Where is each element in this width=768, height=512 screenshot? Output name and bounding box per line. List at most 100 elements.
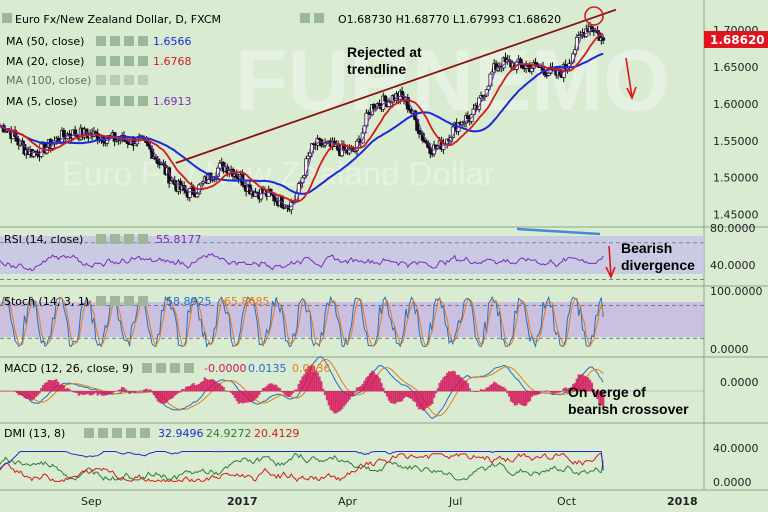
stoch-label: Stoch (14, 3, 1)	[4, 295, 89, 308]
header-toggle-button[interactable]	[2, 13, 12, 23]
macd-histogram-bar	[564, 387, 567, 392]
macd-histogram-bar	[23, 391, 26, 398]
macd-histogram-bar	[184, 386, 188, 392]
header-more-button[interactable]	[314, 13, 324, 23]
dmi-buttons[interactable]	[84, 428, 150, 438]
macd-histogram-bar	[310, 364, 314, 392]
macd-histogram-bar	[600, 391, 603, 406]
macd-histogram-bar	[586, 377, 590, 392]
macd-histogram-bar	[359, 386, 362, 392]
macd-histogram-bar	[502, 386, 505, 392]
stoch-buttons[interactable]	[96, 296, 148, 306]
macd-histogram-bar	[286, 391, 289, 397]
macd-histogram-bar	[410, 391, 413, 399]
macd-histogram-bar	[526, 391, 530, 403]
macd-axis-tick-label: 0.0000	[720, 376, 759, 389]
date-axis-tick-label: 2018	[667, 495, 698, 508]
macd-histogram-bar	[402, 391, 406, 399]
ma5-buttons[interactable]	[96, 96, 148, 106]
macd-histogram-bar	[325, 391, 329, 401]
macd-histogram-bar	[6, 391, 9, 392]
macd-histogram-bar	[209, 379, 212, 392]
macd-histogram-bar	[308, 365, 312, 392]
rsi-buttons[interactable]	[96, 234, 148, 244]
macd-histogram-bar	[560, 391, 564, 392]
macd-histogram-bar	[107, 391, 111, 395]
macd-histogram-bar	[28, 391, 32, 400]
macd-histogram-bar	[532, 391, 535, 396]
macd-histogram-bar	[169, 391, 173, 400]
macd-histogram-bar	[111, 391, 114, 393]
macd-histogram-bar	[17, 391, 20, 396]
macd-histogram-bar	[19, 391, 22, 396]
macd-histogram-bar	[583, 375, 586, 392]
macd-histogram-bar	[365, 377, 368, 392]
macd-histogram-bar	[346, 391, 349, 402]
macd-histogram-bar	[331, 391, 334, 412]
macd-histogram-bar	[10, 391, 13, 392]
macd-histogram-bar	[596, 391, 599, 400]
ma100-buttons[interactable]	[96, 75, 148, 85]
macd-histogram-bar	[269, 383, 272, 392]
macd-histogram-bar	[261, 388, 265, 392]
macd-histogram-bar	[94, 391, 98, 393]
macd-histogram-bar	[566, 388, 569, 392]
macd-histogram-bar	[301, 376, 304, 392]
macd-histogram-bar	[519, 391, 522, 405]
macd-histogram-bar	[293, 389, 297, 392]
rsi-divergence-line	[516, 227, 601, 236]
ma50-buttons[interactable]	[96, 36, 148, 46]
macd-buttons[interactable]	[142, 363, 194, 373]
ma50-line	[0, 52, 604, 195]
macd-histogram-bar	[288, 391, 291, 398]
rsi-axis-tick-label: 80.0000	[710, 222, 756, 235]
macd-histogram-bar	[79, 391, 83, 395]
macd-histogram-bar	[312, 365, 316, 392]
macd-histogram-bar	[508, 391, 511, 397]
macd-histogram-bar	[344, 391, 347, 405]
macd-histogram-bar	[368, 373, 372, 392]
ma20-buttons[interactable]	[96, 56, 148, 66]
macd-histogram-bar	[404, 391, 408, 397]
macd-histogram-bar	[134, 391, 137, 393]
macd-histogram-bar	[162, 391, 165, 404]
ma5-line	[0, 28, 604, 209]
macd-histogram-bar	[372, 371, 376, 392]
macd-histogram-bar	[126, 390, 129, 392]
macd-histogram-bar	[335, 391, 338, 414]
macd-histogram-bar	[154, 391, 158, 399]
macd-histogram-bar	[353, 391, 357, 393]
macd-histogram-bar	[506, 391, 509, 394]
macd-histogram-bar	[590, 382, 594, 392]
macd-histogram-bar	[432, 391, 436, 398]
rsi-pane	[0, 242, 704, 280]
macd-histogram-bar	[254, 391, 257, 399]
ma100-legend: MA (100, close)	[6, 74, 148, 87]
macd-histogram-bar	[305, 369, 308, 392]
macd-histogram-bar	[479, 389, 483, 392]
macd-histogram-bar	[459, 376, 462, 392]
macd-histogram-bar	[143, 389, 146, 392]
macd-histogram-bar	[400, 391, 404, 401]
watermark-big: FURNEMO	[235, 33, 670, 129]
macd-histogram-bar	[102, 391, 105, 396]
macd-histogram-bar	[64, 388, 67, 392]
macd-histogram-bar	[265, 385, 269, 392]
date-axis-tick-label: 2017	[227, 495, 258, 508]
macd-histogram-bar	[42, 384, 45, 392]
macd-histogram-bar	[248, 391, 252, 403]
ma5-value: 1.6913	[153, 95, 192, 108]
macd-histogram-bar	[556, 391, 560, 393]
macd-histogram-bar	[573, 382, 577, 392]
watermark-sub: Euro Fx / New Zealand Dollar	[62, 155, 495, 192]
macd-histogram-bar	[342, 391, 346, 407]
macd-histogram-bar	[438, 382, 441, 392]
macd-histogram-bar	[98, 391, 101, 395]
macd-histogram-bar	[429, 391, 432, 406]
header-settings-button[interactable]	[300, 13, 310, 23]
macd-histogram-bar	[395, 391, 398, 403]
macd-histogram-bar	[511, 391, 515, 403]
price-pane	[0, 8, 617, 215]
macd-histogram-bar	[391, 391, 394, 404]
dmi-minus-line	[0, 452, 604, 483]
